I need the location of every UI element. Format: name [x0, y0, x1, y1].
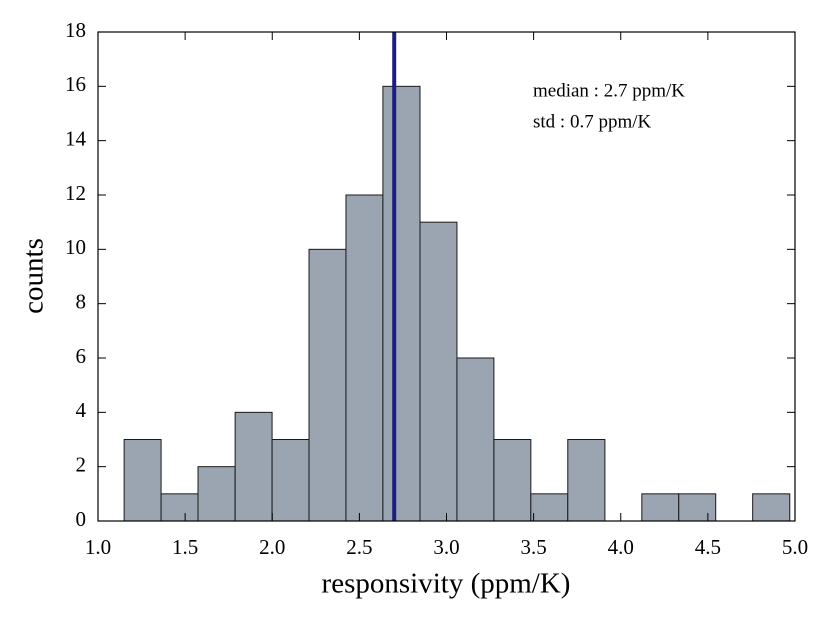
x-tick-label: 5.0: [782, 535, 808, 559]
bar: [678, 493, 717, 522]
x-tick-label: 4.0: [608, 535, 634, 559]
x-tick-label: 1.5: [172, 535, 198, 559]
bar: [271, 439, 310, 522]
bar: [308, 248, 347, 522]
y-tick-label: 8: [76, 289, 87, 313]
y-tick-label: 16: [65, 72, 86, 96]
y-axis-label: counts: [18, 238, 50, 314]
bar: [160, 493, 199, 522]
y-tick-label: 18: [65, 18, 86, 42]
bar: [123, 439, 162, 522]
y-tick-label: 6: [76, 344, 87, 368]
bar: [493, 439, 532, 522]
y-tick-label: 10: [65, 235, 86, 259]
x-tick-label: 2.0: [259, 535, 285, 559]
x-tick-label: 3.5: [521, 535, 547, 559]
bar: [567, 439, 606, 522]
bar: [530, 493, 569, 522]
x-axis-label: responsivity (ppm/K): [322, 568, 571, 600]
bar: [382, 85, 421, 522]
y-tick-label: 12: [65, 181, 86, 205]
bar: [456, 357, 495, 522]
y-tick-label: 2: [76, 452, 87, 476]
x-tick-label: 3.0: [433, 535, 459, 559]
bar: [752, 493, 791, 522]
x-tick-label: 4.5: [695, 535, 721, 559]
y-tick-label: 14: [65, 126, 87, 150]
annotation: std : 0.7 ppm/K: [533, 111, 652, 132]
bar: [641, 493, 680, 522]
x-tick-label: 1.0: [85, 535, 111, 559]
x-tick-label: 2.5: [346, 535, 372, 559]
bar: [419, 221, 458, 522]
annotation: median : 2.7 ppm/K: [533, 80, 685, 101]
y-tick-label: 4: [76, 398, 87, 422]
bar: [345, 194, 384, 522]
bar: [234, 411, 273, 522]
bar: [197, 466, 236, 522]
y-tick-label: 0: [76, 507, 87, 531]
